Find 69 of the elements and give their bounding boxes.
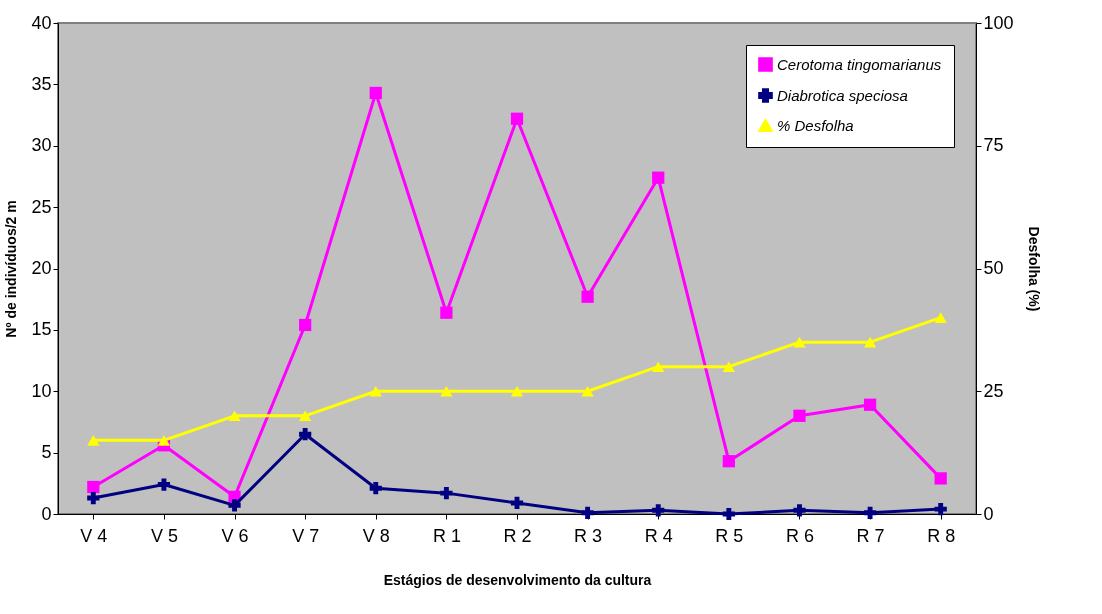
y-tick-label: 40 <box>31 12 52 33</box>
y-tick-label: 5 <box>41 442 52 463</box>
point <box>228 410 241 422</box>
point <box>228 499 241 512</box>
point <box>722 507 735 521</box>
x-tick-label: R 6 <box>785 525 814 546</box>
point <box>863 506 877 519</box>
y2-tick-label: 25 <box>983 380 1004 401</box>
x-tick-label: V 4 <box>80 525 108 546</box>
point <box>652 361 665 372</box>
point <box>722 455 735 468</box>
point <box>510 385 524 397</box>
y-axis-title: Nº de indivíduos/2 m <box>3 200 20 338</box>
point <box>581 506 594 519</box>
x-tick-label: V 7 <box>292 525 320 546</box>
y2-tick-label: 50 <box>983 258 1004 278</box>
point <box>299 318 312 332</box>
legend-label: Cerotoma tingomarianus <box>777 55 942 73</box>
x-tick-label: R 1 <box>432 525 461 546</box>
point <box>793 504 806 517</box>
point <box>581 385 594 397</box>
x-tick-label: R 8 <box>927 525 956 546</box>
y2-axis-title: Desfolha (%) <box>1025 226 1042 312</box>
point <box>440 385 453 397</box>
point <box>299 410 312 422</box>
y-tick-label: 35 <box>31 73 52 94</box>
point <box>652 504 665 517</box>
x-tick-label: V 8 <box>362 525 390 546</box>
x-tick-label: R 7 <box>856 525 885 546</box>
point <box>934 502 947 516</box>
point <box>793 409 806 422</box>
y2-tick-label: 75 <box>983 135 1004 156</box>
point <box>440 487 453 500</box>
point <box>793 336 806 348</box>
point <box>369 385 382 397</box>
point <box>934 312 947 323</box>
y-tick-label: 15 <box>31 319 52 340</box>
point <box>863 336 877 348</box>
point <box>652 171 665 184</box>
x-axis-title: Estágios de desenvolvimento da cultura <box>383 571 652 588</box>
point <box>440 306 453 319</box>
x-tick-label: V 5 <box>150 525 178 546</box>
point <box>934 472 947 485</box>
y-tick-label: 25 <box>31 196 52 217</box>
point <box>722 361 735 372</box>
point <box>87 491 100 505</box>
legend-label: Diabrotica speciosa <box>777 86 908 104</box>
x-tick-label: R 5 <box>715 525 744 546</box>
point <box>863 398 877 411</box>
point <box>369 86 382 100</box>
x-tick-label: R 2 <box>503 525 532 546</box>
x-tick-label: R 3 <box>574 525 603 546</box>
x-tick-label: V 6 <box>221 525 249 546</box>
point <box>157 435 171 446</box>
y-tick-label: 0 <box>41 503 52 524</box>
y-tick-label: 10 <box>31 380 52 401</box>
point <box>369 482 382 495</box>
y-tick-label: 30 <box>31 135 52 156</box>
y2-tick-label: 100 <box>983 12 1014 33</box>
y2-tick-label: 0 <box>983 503 994 524</box>
y-tick-label: 20 <box>31 258 52 278</box>
point <box>581 290 594 303</box>
point <box>157 478 171 491</box>
point <box>299 428 312 441</box>
legend-label: % Desfolha <box>777 116 854 134</box>
point <box>87 480 100 494</box>
x-tick-label: R 4 <box>644 525 673 546</box>
point <box>510 112 524 125</box>
point <box>87 435 100 446</box>
